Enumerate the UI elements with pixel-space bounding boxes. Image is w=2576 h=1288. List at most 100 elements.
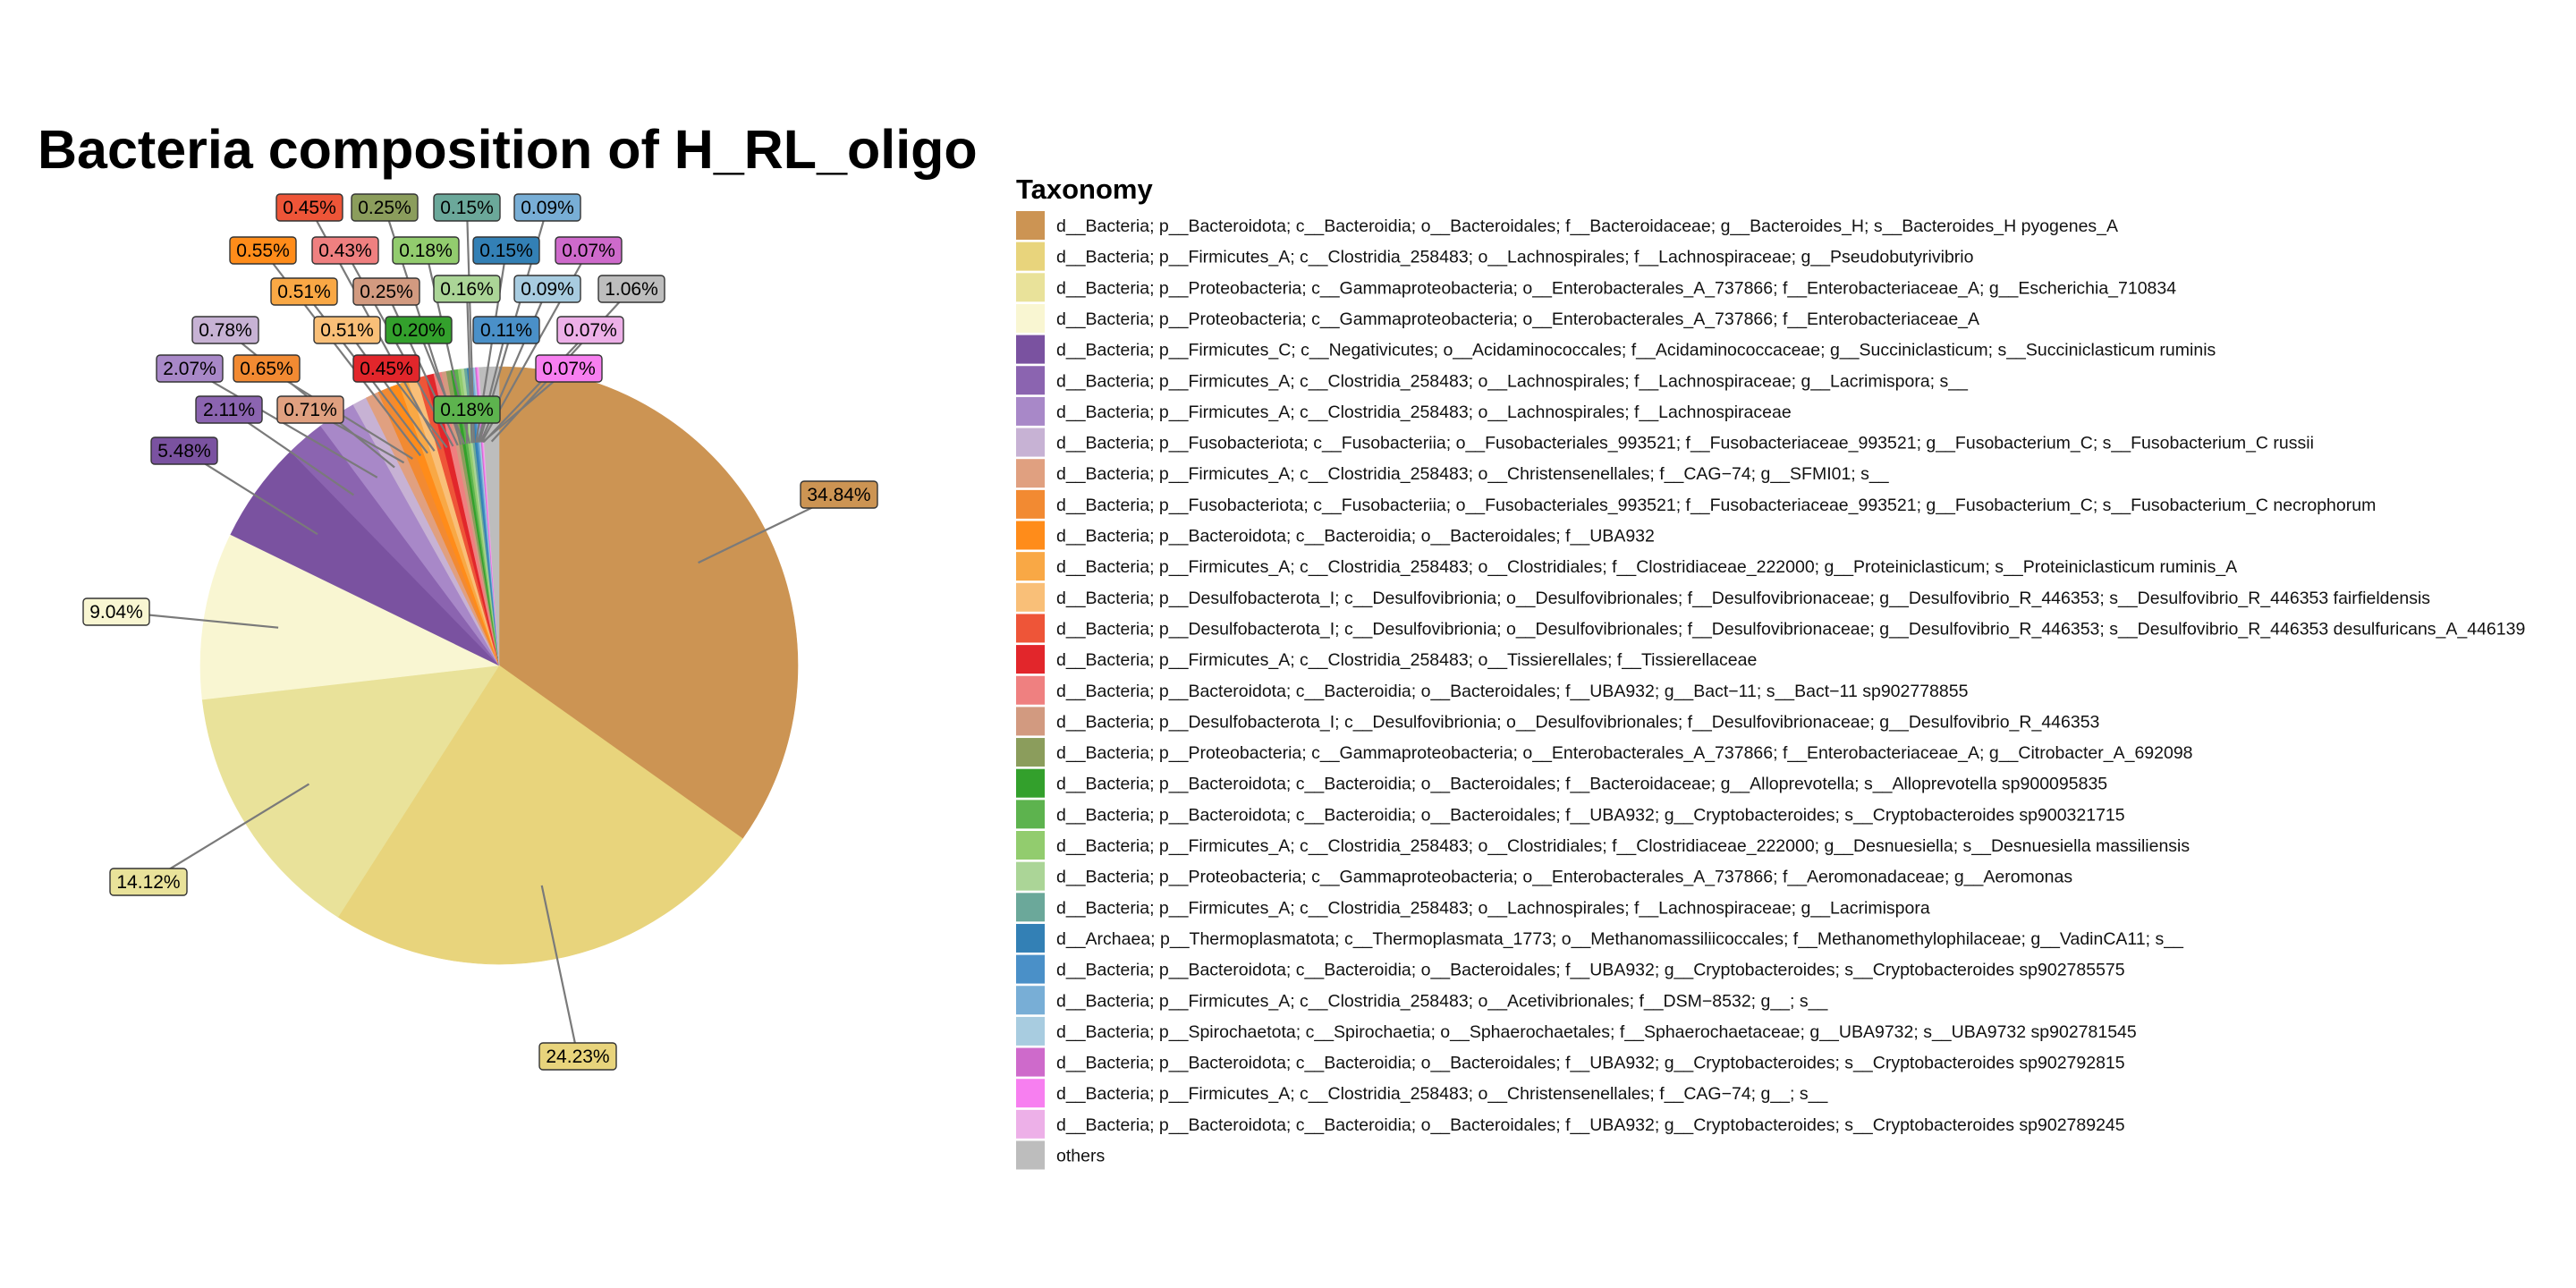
- legend-swatch: [1016, 675, 1045, 705]
- legend-swatch: [1016, 923, 1045, 953]
- legend-swatch: [1016, 1079, 1045, 1108]
- slice-value-label-box: [229, 236, 297, 265]
- legend-label: d__Bacteria; p__Firmicutes_A; c__Clostri…: [1056, 991, 1828, 1011]
- legend-swatch: [1016, 954, 1045, 984]
- slice-value-label-box: [800, 480, 878, 509]
- slice-value-label-box: [195, 395, 263, 424]
- legend-swatch: [1016, 614, 1045, 643]
- leader-line: [346, 329, 436, 452]
- legend-swatch: [1016, 768, 1045, 798]
- legend: d__Bacteria; p__Bacteroidota; c__Bactero…: [1016, 211, 2525, 1170]
- slice-value-label: 0.45%: [360, 359, 413, 379]
- legend-label: d__Bacteria; p__Fusobacteriota; c__Fusob…: [1056, 496, 2376, 515]
- legend-label: d__Bacteria; p__Firmicutes_A; c__Clostri…: [1056, 898, 1930, 918]
- slice-value-label-box: [156, 354, 224, 383]
- slice-value-label-box: [351, 193, 419, 222]
- slice-value-label-box: [276, 395, 344, 424]
- slice-value-label: 2.11%: [203, 400, 255, 420]
- leader-line: [540, 885, 580, 1057]
- slice-value-label: 0.43%: [318, 241, 372, 261]
- pie-slice: [199, 534, 501, 700]
- slice-value-label: 0.25%: [360, 282, 413, 302]
- slice-value-label-box: [513, 275, 581, 303]
- slice-value-label-box: [270, 277, 338, 306]
- legend-swatch: [1016, 1140, 1045, 1170]
- slice-value-label: 0.16%: [440, 279, 494, 300]
- slice-value-label: 0.18%: [440, 400, 494, 420]
- slice-value-label: 0.78%: [199, 320, 252, 341]
- legend-swatch: [1016, 303, 1045, 333]
- legend-swatch: [1016, 861, 1045, 891]
- slice-value-label: 0.51%: [277, 282, 331, 302]
- legend-label: d__Bacteria; p__Firmicutes_A; c__Clostri…: [1056, 248, 1974, 267]
- legend-swatch: [1016, 521, 1045, 550]
- slice-value-label: 0.15%: [440, 198, 494, 218]
- pie-slice: [337, 665, 743, 965]
- slice-value-label: 2.07%: [163, 359, 216, 379]
- legend-label: d__Bacteria; p__Bacteroidota; c__Bactero…: [1056, 1054, 2125, 1073]
- legend-label: d__Bacteria; p__Desulfobacterota_I; c__D…: [1056, 619, 2525, 639]
- slice-value-label: 0.09%: [521, 198, 574, 218]
- slice-value-label-box: [311, 236, 379, 265]
- legend-swatch: [1016, 893, 1045, 922]
- legend-swatch: [1016, 986, 1045, 1015]
- slice-value-label: 0.15%: [479, 241, 533, 261]
- legend-swatch: [1016, 707, 1045, 736]
- pie-slices: [199, 366, 799, 965]
- slice-value-label-box: [352, 277, 420, 306]
- legend-label: d__Bacteria; p__Proteobacteria; c__Gamma…: [1056, 278, 2176, 298]
- chart-title: Bacteria composition of H_RL_oligo: [38, 119, 978, 180]
- legend-label: d__Bacteria; p__Proteobacteria; c__Gamma…: [1056, 309, 1979, 329]
- slice-value-label-box: [513, 193, 581, 222]
- leader-line: [482, 329, 591, 443]
- slice-value-label: 34.84%: [807, 485, 870, 505]
- slice-value-label-box: [352, 354, 420, 383]
- legend-label: d__Bacteria; p__Firmicutes_A; c__Clostri…: [1056, 402, 1792, 422]
- legend-swatch: [1016, 582, 1045, 612]
- legend-label: d__Bacteria; p__Proteobacteria; c__Gamma…: [1056, 868, 2072, 887]
- slice-value-label-box: [597, 275, 665, 303]
- legend-swatch: [1016, 1109, 1045, 1139]
- slice-value-label: 0.65%: [240, 359, 293, 379]
- legend-swatch: [1016, 645, 1045, 674]
- legend-label: d__Bacteria; p__Firmicutes_A; c__Clostri…: [1056, 557, 2237, 577]
- legend-label: d__Bacteria; p__Firmicutes_A; c__Clostri…: [1056, 836, 2190, 856]
- legend-swatch: [1016, 335, 1045, 364]
- slice-value-label: 0.11%: [480, 320, 532, 341]
- legend-label: d__Bacteria; p__Desulfobacterota_I; c__D…: [1056, 589, 2430, 608]
- slice-value-label-box: [472, 236, 540, 265]
- leader-line: [228, 409, 355, 496]
- slice-value-label: 24.23%: [546, 1046, 609, 1067]
- slice-value-label-box: [555, 236, 623, 265]
- legend-swatch: [1016, 831, 1045, 860]
- slice-value-label: 0.25%: [358, 198, 411, 218]
- legend-label: d__Bacteria; p__Bacteroidota; c__Bactero…: [1056, 1115, 2125, 1135]
- legend-label: d__Bacteria; p__Firmicutes_A; c__Clostri…: [1056, 464, 1890, 484]
- slice-value-label-box: [433, 395, 501, 424]
- legend-label: d__Bacteria; p__Bacteroidota; c__Bactero…: [1056, 961, 2125, 980]
- legend-label: d__Bacteria; p__Bacteroidota; c__Bactero…: [1056, 527, 1655, 547]
- legend-swatch: [1016, 428, 1045, 457]
- slice-value-label: 0.07%: [564, 320, 617, 341]
- slice-value-label: 5.48%: [157, 441, 211, 462]
- legend-label: d__Bacteria; p__Spirochaetota; c__Spiroc…: [1056, 1022, 2137, 1042]
- legend-swatch: [1016, 211, 1045, 240]
- slice-value-label-box: [109, 868, 188, 896]
- legend-label: d__Bacteria; p__Firmicutes_A; c__Clostri…: [1056, 650, 1757, 670]
- legend-swatch: [1016, 273, 1045, 302]
- legend-label: d__Bacteria; p__Bacteroidota; c__Bactero…: [1056, 805, 2125, 825]
- slice-value-label-box: [392, 236, 460, 265]
- slice-value-label-box: [535, 354, 603, 383]
- legend-label: d__Bacteria; p__Firmicutes_A; c__Clostri…: [1056, 1084, 1828, 1104]
- slice-value-label: 0.55%: [236, 241, 290, 261]
- slice-value-label: 0.09%: [521, 279, 574, 300]
- legend-swatch: [1016, 1016, 1045, 1046]
- slice-value-labels: 34.84% 24.23% 14.12% 9.04% 5.48% 2.11% 2.07% 0.…: [82, 193, 878, 1071]
- legend-swatch: [1016, 800, 1045, 829]
- legend-swatch: [1016, 489, 1045, 519]
- slice-value-label: 0.20%: [392, 320, 445, 341]
- legend-label: others: [1056, 1147, 1105, 1166]
- legend-label: d__Archaea; p__Thermoplasmatota; c__Ther…: [1056, 929, 2184, 949]
- slice-value-label-box: [433, 193, 501, 222]
